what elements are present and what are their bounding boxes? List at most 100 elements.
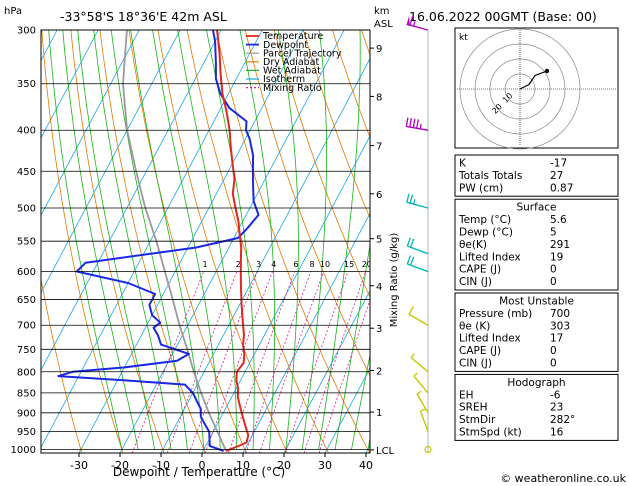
wind-barb [406, 237, 429, 255]
hodograph-frame [454, 27, 619, 149]
dry-adiabat-line [128, 30, 247, 453]
km-tick-label: 7 [376, 142, 382, 153]
legend-item: Mixing Ratio [263, 83, 322, 94]
mixing-ratio-line [228, 271, 295, 453]
wind-barb-shaft [416, 393, 429, 414]
location-title: -33°58'S 18°36'E 42m ASL [60, 9, 227, 24]
mixing-ratio-line [166, 271, 238, 453]
indices-row-label: Lifted Index [459, 333, 521, 345]
indices-row-value: 27 [550, 170, 563, 182]
x-tick-label: 10 [236, 459, 250, 472]
indices-row-value: 5 [550, 227, 557, 239]
skewt-plot: 1 2 3 4 6 8 10 15 20 25 3003504004505005506006507… [11, 26, 629, 473]
x-tick-label: 30 [318, 459, 332, 472]
legend-item: Temperature [262, 31, 323, 42]
pressure-tick-label: 500 [17, 204, 36, 215]
indices-row-value: 0 [550, 358, 557, 370]
pressure-tick-label: 600 [17, 267, 36, 278]
pressure-tick-label: 1000 [11, 445, 36, 456]
dry-adiabats [41, 30, 629, 453]
wind-barb-flag [410, 238, 415, 248]
dry-adiabat-line [186, 30, 329, 453]
legend-item: Isotherm [263, 74, 305, 85]
indices-row-value: 17 [550, 333, 563, 345]
indices-section-title: Most Unstable [499, 296, 574, 308]
indices-row-value: 0 [550, 276, 557, 288]
legend-item: Wet Adiabat [263, 66, 321, 77]
wind-barb-flag [409, 194, 414, 204]
km-tick-label: 2 [376, 367, 382, 378]
mixing-ratio-label: 8 [310, 260, 315, 269]
parcel-trajectory-line [122, 30, 227, 452]
wind-barb [408, 306, 429, 326]
km-tick-label: 8 [376, 92, 382, 103]
isotherm-line [324, 367, 370, 453]
indices-box [454, 292, 619, 372]
wind-barb-shaft [408, 313, 429, 326]
indices-row-label: StmSpd (kt) [459, 427, 522, 439]
indices-row-label: θe(K) [459, 239, 487, 251]
hodograph-endpoint [544, 68, 550, 74]
isotherm-line [283, 289, 370, 453]
dry-adiabat-line [244, 30, 370, 377]
km-tick-label: 9 [376, 44, 382, 55]
indices-row-value: 19 [550, 251, 563, 263]
pressure-tick-label: 750 [17, 345, 36, 356]
wind-barb-flag [405, 117, 409, 127]
dry-adiabat-line [41, 30, 124, 453]
mixing-ratio-label: 2 [236, 260, 241, 269]
wind-barb [410, 353, 429, 373]
wind-barb-flag [406, 193, 410, 203]
mixing-ratio-label: 3 [256, 260, 261, 269]
km-tick-label: LCL [376, 446, 395, 457]
indices-row-value: 0 [550, 264, 557, 276]
pressure-tick-label: 700 [17, 321, 36, 332]
mixing-ratio-line [131, 271, 205, 453]
hodograph-trace [519, 70, 548, 90]
indices-row-label: CIN (J) [459, 276, 492, 288]
wind-barb-pennant [406, 15, 410, 26]
dry-adiabat-line [302, 30, 370, 219]
wind-barb-flag [412, 199, 416, 205]
indices-row-label: Temp (°C) [458, 214, 511, 226]
km-tick-label: 1 [376, 408, 382, 419]
mixing-ratio-line [188, 271, 258, 453]
wind-barb [416, 390, 429, 414]
wind-barb [419, 408, 429, 432]
indices-row-label: K [459, 158, 467, 170]
indices-row-value: 291 [550, 239, 570, 251]
mixing-ratio-lines [131, 271, 370, 453]
wind-barb-flag [412, 21, 416, 27]
wind-barb-flag [406, 237, 412, 247]
wind-barb-calm [424, 445, 432, 454]
pressure-tick-label: 850 [17, 388, 36, 399]
indices-row-value: 16 [550, 427, 564, 439]
legend-item: Dry Adiabat [263, 57, 320, 68]
wind-barb-flag [416, 390, 422, 395]
indices-row-value: 0 [550, 345, 557, 357]
indices-row-label: CAPE (J) [459, 264, 501, 276]
wind-barb-flag [420, 408, 426, 412]
mixing-ratio-label: 1 [202, 260, 207, 269]
x-axis-label: Dewpoint / Temperature (°C) [113, 465, 285, 479]
asl-label: ASL [374, 19, 393, 30]
dry-adiabat-line [623, 30, 629, 453]
wind-barb-flag [410, 353, 415, 359]
mixing-ratio-line [318, 298, 370, 453]
pressure-tick-label: 550 [17, 237, 36, 248]
skewt-axes: 3003504004505005506006507007508008509009… [11, 26, 395, 473]
indices-row-label: EH [459, 389, 474, 401]
wind-barb-flag [416, 119, 419, 129]
pressure-tick-label: 950 [17, 427, 36, 438]
wind-barb-shaft [413, 375, 429, 394]
mixing-ratio-axis-label: Mixing Ratio (g/kg) [389, 233, 400, 328]
km-tick-label: 3 [376, 324, 382, 335]
x-tick-label: 20 [277, 459, 291, 472]
mixing-ratio-label: 15 [344, 260, 354, 269]
wind-barb [406, 193, 429, 209]
x-tick-label: 40 [359, 459, 373, 472]
isotherm-line [41, 30, 99, 139]
